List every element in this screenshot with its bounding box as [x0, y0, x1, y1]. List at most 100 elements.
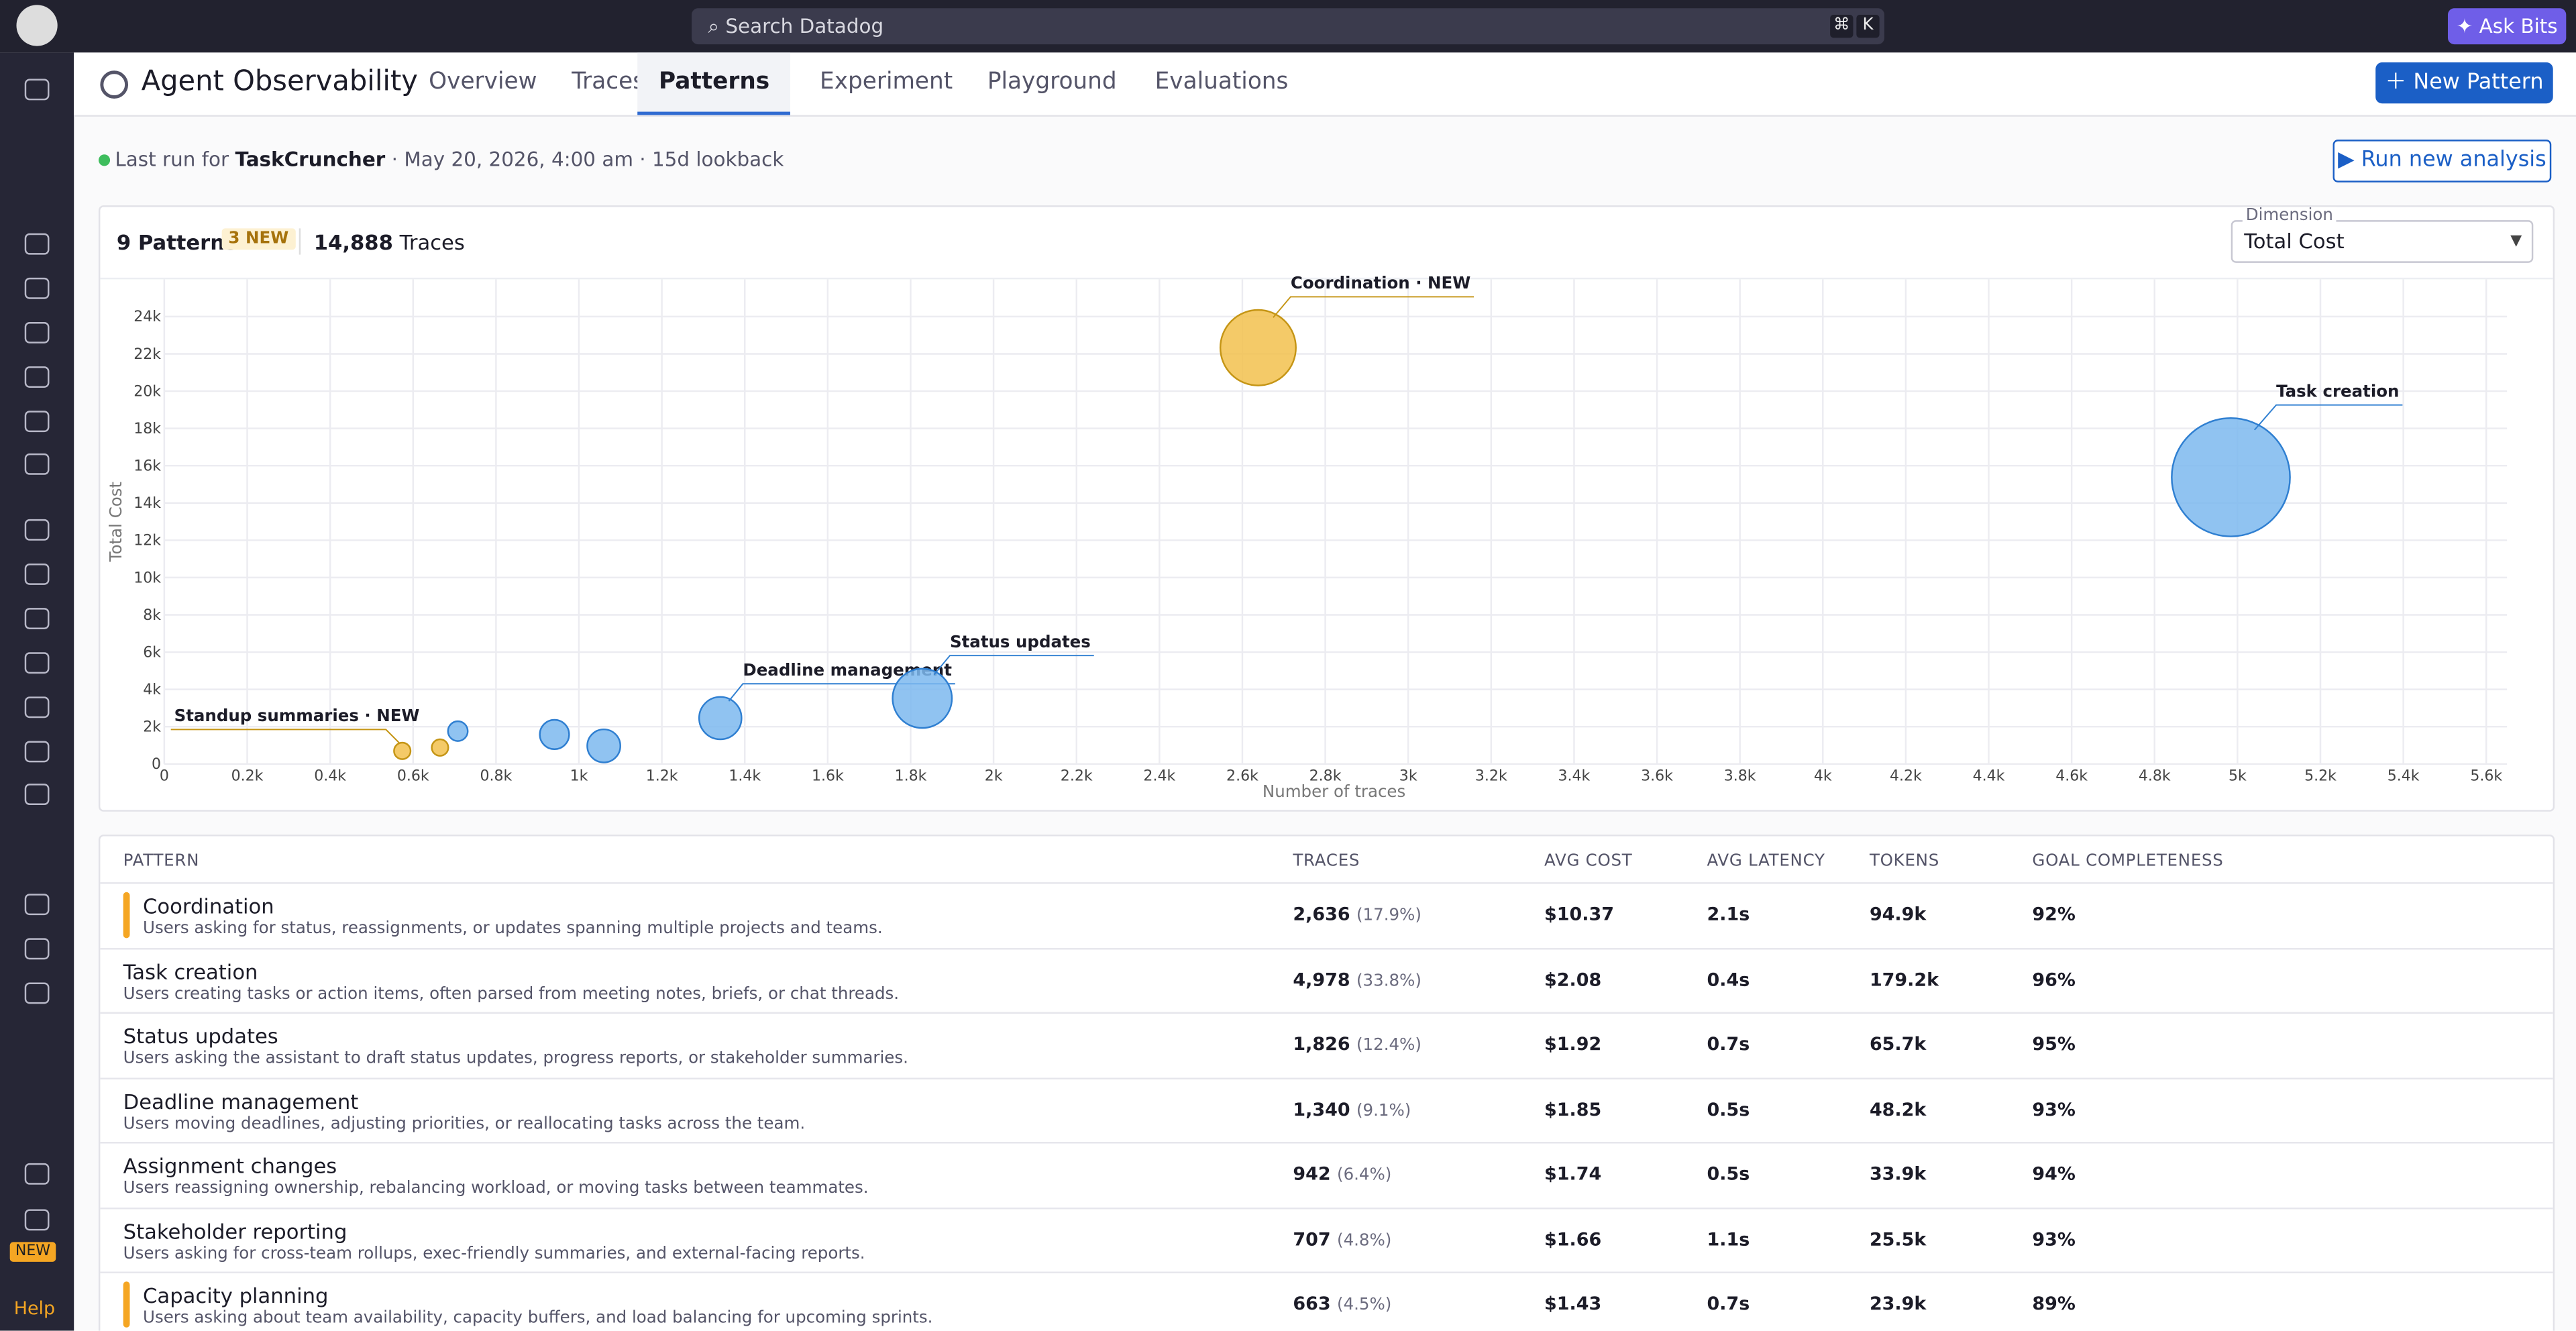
x-tick-label: 2.2k: [1061, 767, 1093, 784]
pattern-name: Stakeholder reporting: [123, 1218, 347, 1243]
table-row[interactable]: Assignment changes Users reassigning owne…: [100, 1142, 2553, 1208]
search-box[interactable]: ⌕ Search Datadog ⌘ K: [692, 8, 1884, 45]
goal-cell: 89%: [2032, 1293, 2076, 1315]
nav-icon: [24, 652, 50, 674]
x-tick-label: 1.8k: [895, 767, 927, 784]
y-tick-label: 6k: [143, 644, 161, 661]
sidebar: NEW Help: [0, 52, 74, 1331]
x-tick-label: 0.4k: [314, 767, 346, 784]
nav-icon: [24, 78, 50, 101]
traces: 707: [1293, 1228, 1331, 1250]
nav-tab[interactable]: Overview: [429, 68, 537, 96]
button-label: Run new analysis: [2361, 148, 2546, 173]
ask-button[interactable]: ✦ Ask Bits: [2447, 8, 2567, 45]
text: Last run for: [115, 148, 229, 171]
bubble: [539, 718, 570, 750]
trace-count: 14,888: [313, 229, 393, 255]
tokens-cell: 179.2k: [1869, 968, 1939, 990]
nav-icon: [24, 277, 50, 299]
y-tick-label: 0: [152, 756, 161, 773]
table-row[interactable]: Task creation Users creating tasks or act…: [100, 947, 2553, 1013]
nav-icon: [24, 938, 50, 960]
x-tick-label: 0.2k: [231, 767, 264, 784]
pattern-description: Users reassigning ownership, rebalancing…: [123, 1179, 869, 1198]
cost-cell: $1.74: [1544, 1163, 1602, 1185]
nav-icon: [24, 233, 50, 255]
x-tick-label: 2.6k: [1226, 767, 1258, 784]
nav-icon: [24, 519, 50, 541]
share: (4.8%): [1337, 1231, 1392, 1250]
x-tick-label: 3.4k: [1558, 767, 1591, 784]
new-pattern-button[interactable]: ＋ New Pattern: [2375, 62, 2553, 104]
share: (17.9%): [1356, 906, 1421, 925]
app-name: TaskCruncher: [235, 148, 386, 171]
tokens-cell: 33.9k: [1869, 1163, 1927, 1185]
dimension-select[interactable]: Dimension Total Cost ▼: [2231, 207, 2534, 263]
app-title: Agent Observability: [141, 65, 418, 99]
run-button[interactable]: ▶ Run new analysis: [2332, 140, 2552, 182]
x-tick-label: 5k: [2229, 767, 2247, 784]
table-row[interactable]: Deadline management Users moving deadline…: [100, 1077, 2553, 1142]
column-header: PATTERN: [123, 853, 200, 871]
status-dot: [98, 154, 111, 166]
table-row[interactable]: Stakeholder reporting Users asking for cr…: [100, 1206, 2553, 1273]
nav-tab[interactable]: Patterns: [637, 52, 791, 115]
pattern-name: Status updates: [123, 1023, 278, 1049]
text: · May 20, 2026, 4:00 am · 15d lookback: [391, 148, 784, 171]
nav-tab[interactable]: Experiment: [820, 68, 953, 96]
pattern-description: Users moving deadlines, adjusting priori…: [123, 1114, 806, 1133]
nav-icon: [24, 784, 50, 806]
bubble: [586, 728, 621, 763]
share: (12.4%): [1356, 1036, 1421, 1055]
y-tick-label: 14k: [133, 495, 161, 512]
pattern-description: Users asking for cross-team rollups, exe…: [123, 1244, 865, 1263]
nav-icon: [24, 741, 50, 763]
ask-label: Ask Bits: [2479, 15, 2558, 38]
share: (6.4%): [1337, 1166, 1392, 1185]
leader-line: [728, 683, 955, 702]
y-tick-label: 24k: [133, 309, 161, 325]
traces-cell: 707 (4.8%): [1293, 1228, 1391, 1250]
nav-bar: Agent Observability ＋ New Pattern Overvi…: [74, 52, 2576, 117]
x-tick-label: 1.6k: [812, 767, 844, 784]
x-tick-label: 3.6k: [1641, 767, 1673, 784]
x-tick-label: 3.8k: [1724, 767, 1756, 784]
nav-icon: [24, 982, 50, 1004]
x-tick-label: 4.8k: [2139, 767, 2171, 784]
latency-cell: 0.5s: [1707, 1163, 1750, 1185]
cost-cell: $1.66: [1544, 1228, 1602, 1250]
help-link[interactable]: Help: [13, 1297, 56, 1320]
app-icon: [100, 70, 129, 99]
table-row[interactable]: Capacity planning Users asking about team…: [100, 1271, 2553, 1331]
x-tick-label: 4k: [1814, 767, 1832, 784]
nav-tab[interactable]: Evaluations: [1155, 68, 1289, 96]
cost-cell: $10.37: [1544, 903, 1615, 925]
x-tick-label: 4.2k: [1890, 767, 1922, 784]
y-tick-label: 22k: [133, 346, 161, 363]
x-tick-label: 5.4k: [2387, 767, 2420, 784]
traces-cell: 1,826 (12.4%): [1293, 1033, 1421, 1055]
x-tick-label: 2k: [985, 767, 1003, 784]
nav-tab[interactable]: Playground: [987, 68, 1117, 96]
traces-cell: 4,978 (33.8%): [1293, 969, 1421, 990]
x-tick-label: 3.2k: [1475, 767, 1507, 784]
latency-cell: 0.4s: [1707, 968, 1750, 990]
traces-cell: 1,340 (9.1%): [1293, 1098, 1411, 1120]
x-tick-label: 0: [160, 767, 169, 784]
goal-cell: 96%: [2032, 968, 2076, 990]
button-label: New Pattern: [2413, 70, 2544, 96]
new-marker: [123, 892, 130, 939]
nav-tab[interactable]: Traces: [572, 68, 645, 96]
bubble: [698, 696, 743, 741]
divider: [299, 228, 301, 255]
table-row[interactable]: Coordination Users asking for status, rea…: [100, 882, 2553, 948]
logo[interactable]: [16, 5, 58, 46]
y-tick-label: 4k: [143, 682, 161, 698]
leader-line: [1273, 296, 1474, 318]
table-row[interactable]: Status updates Users asking the assistant…: [100, 1012, 2553, 1078]
latency-cell: 2.1s: [1707, 903, 1750, 925]
traces: 2,636: [1293, 903, 1350, 925]
traces: 4,978: [1293, 968, 1350, 990]
